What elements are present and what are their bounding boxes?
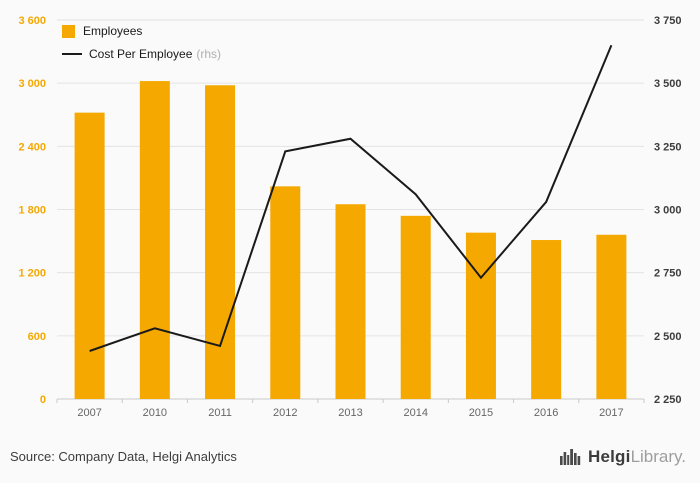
right-axis-tick-label: 2 250: [654, 394, 682, 406]
x-axis-label: 2016: [534, 407, 558, 419]
cost-per-employee-line: [89, 44, 613, 352]
legend-item-cost-per-employee: Cost Per Employee (rhs): [62, 47, 221, 61]
left-axis-tick-label: 600: [28, 331, 46, 343]
logo-text-dot: .: [681, 446, 686, 466]
right-axis-tick-label: 3 250: [654, 141, 682, 153]
x-axis-label: 2010: [143, 407, 167, 419]
x-axis-label: 2012: [273, 407, 297, 419]
employees-bar: [400, 215, 431, 399]
x-axis-label: 2007: [77, 407, 101, 419]
right-axis-tick-label: 3 750: [654, 15, 682, 27]
logo-text-primary: HelgiLibrary.: [588, 447, 686, 467]
employees-bar: [205, 85, 236, 400]
legend: Employees Cost Per Employee (rhs): [62, 24, 221, 70]
employees-bar: [74, 112, 105, 400]
left-axis-tick-label: 1 200: [18, 268, 46, 280]
x-axis-label: 2013: [338, 407, 362, 419]
left-axis-tick-label: 3 600: [18, 15, 46, 27]
x-axis-label: 2015: [469, 407, 493, 419]
footer: Source: Company Data, Helgi Analytics He…: [0, 430, 700, 483]
source-text: Source: Company Data, Helgi Analytics: [10, 449, 237, 464]
legend-suffix-rhs: (rhs): [196, 47, 222, 61]
employees-cost-chart: 0 600 1 200 1 800 2 400 3 000 3 600 2 250 2 500 2…: [18, 15, 682, 419]
employees-bar: [465, 232, 496, 399]
x-axis-label: 2017: [599, 407, 623, 419]
legend-label-cost-per-employee: Cost Per Employee: [89, 47, 193, 61]
cost-line-swatch-icon: [62, 53, 82, 55]
left-axis-tick-label: 3 000: [18, 78, 46, 90]
employees-bar: [531, 240, 562, 399]
left-axis-tick-label: 2 400: [18, 141, 46, 153]
employees-swatch-icon: [62, 24, 75, 38]
right-axis-tick-label: 3 500: [654, 78, 682, 90]
right-axis-tick-label: 3 000: [654, 205, 682, 217]
left-axis-tick-label: 1 800: [18, 205, 46, 217]
right-axis-tick-label: 2 750: [654, 268, 682, 280]
logo-text-helgi: Helgi: [588, 446, 631, 466]
x-axis-label: 2014: [403, 407, 427, 419]
right-axis-tick-label: 2 500: [654, 331, 682, 343]
left-axis-tick-label: 0: [40, 394, 46, 406]
legend-item-employees: Employees: [62, 24, 221, 38]
x-axis-label: 2011: [208, 407, 232, 419]
helgi-library-logo: HelgiLibrary.: [560, 447, 686, 467]
employees-bar: [270, 186, 301, 399]
employees-bar: [139, 81, 170, 400]
helgi-logo-icon: [560, 448, 581, 465]
logo-text-library: Library: [630, 446, 682, 466]
employees-bar: [335, 204, 366, 399]
employees-bar: [596, 234, 627, 399]
legend-label-employees: Employees: [83, 24, 143, 38]
